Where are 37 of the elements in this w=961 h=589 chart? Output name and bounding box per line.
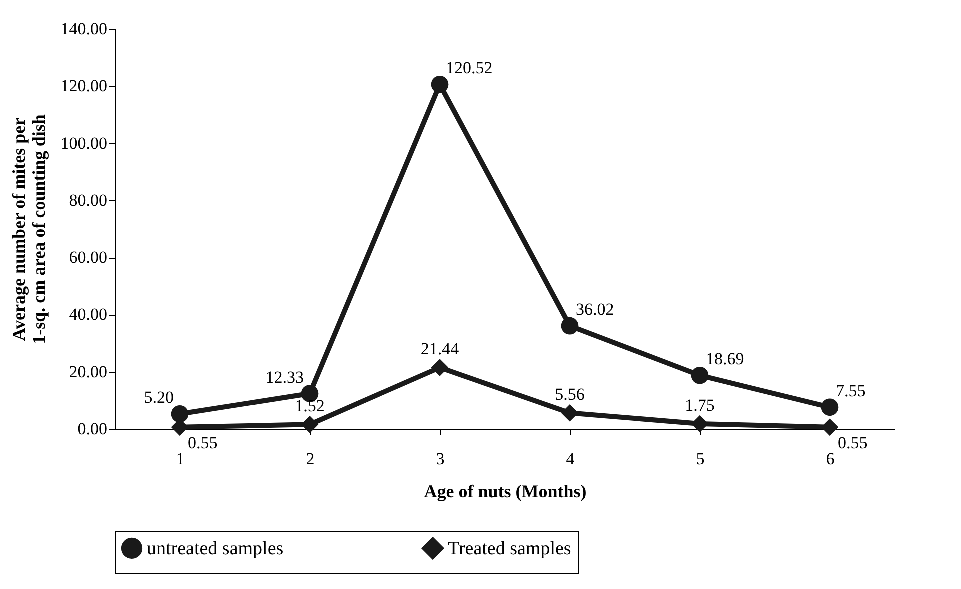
point — [431, 76, 449, 94]
x-tick-label: 6 — [826, 450, 835, 468]
x-tick-label: 1 — [176, 450, 185, 468]
y-tick-label: 80.00 — [69, 190, 108, 210]
point — [561, 404, 579, 422]
point — [431, 359, 449, 376]
y-tick-label: 100.00 — [60, 134, 108, 153]
data-label: 1.75 — [685, 396, 715, 415]
data-label: 36.02 — [576, 300, 614, 320]
data-label: 7.55 — [836, 381, 866, 400]
x-tick-label: 3 — [436, 450, 445, 468]
data-label: 0.55 — [838, 433, 868, 452]
y-tick-label: 40.00 — [69, 305, 108, 324]
y-tick-label: 60.00 — [69, 248, 108, 268]
data-label: 120.52 — [446, 58, 493, 78]
x-axis-title: Age of nuts (Months) — [424, 482, 587, 502]
point — [561, 317, 579, 335]
y-tick-label: 20.00 — [69, 362, 108, 382]
y-tick-label: 0.00 — [78, 420, 108, 438]
legend-label: Treated samples — [448, 538, 572, 560]
data-label: 12.33 — [266, 368, 304, 387]
data-label: 5.20 — [144, 388, 174, 408]
legend-label: untreated samples — [147, 538, 284, 560]
point — [691, 366, 709, 384]
x-tick-label: 5 — [696, 450, 705, 468]
point — [821, 398, 839, 416]
y-axis-title: Average number of mites per 1-sq. cm area of counting dish — [8, 114, 49, 344]
data-label: 1.52 — [295, 396, 325, 416]
data-label: 0.55 — [188, 433, 218, 452]
x-tick-label: 4 — [566, 450, 576, 468]
point — [171, 406, 189, 423]
y-tick-label: 140.00 — [60, 20, 108, 38]
data-label: 21.44 — [420, 340, 460, 359]
x-tick-label: 2 — [306, 450, 315, 468]
y-tick-label: 120.00 — [60, 76, 108, 96]
data-label: 5.56 — [555, 385, 585, 404]
data-label: 18.69 — [706, 350, 744, 369]
